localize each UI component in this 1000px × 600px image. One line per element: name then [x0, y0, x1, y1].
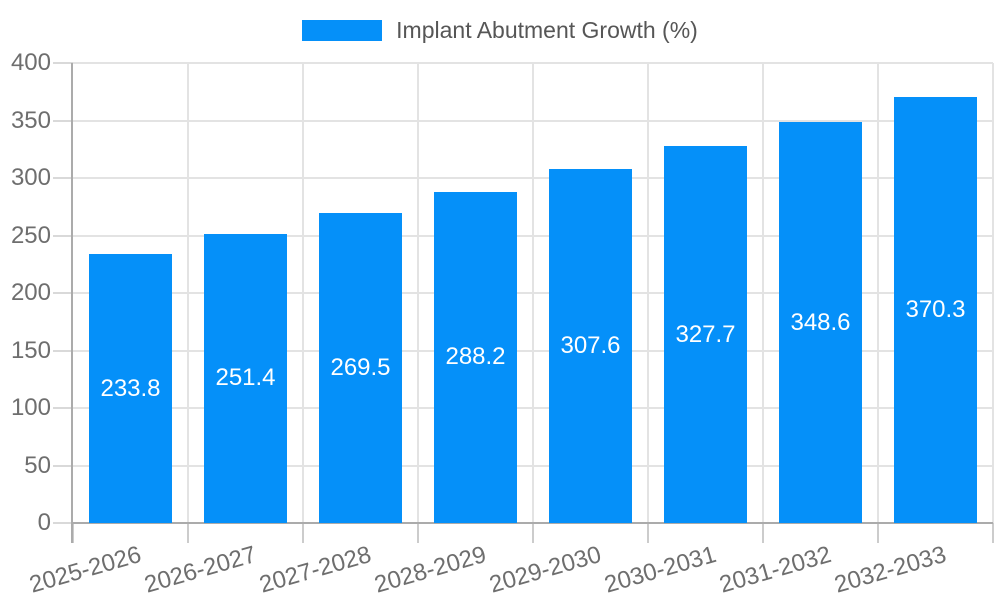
x-category-label: 2032-2033 — [831, 541, 949, 599]
bar[interactable]: 370.3 — [894, 97, 977, 523]
y-axis-tick — [53, 234, 73, 237]
x-axis-tick — [877, 523, 879, 543]
x-category-label: 2026-2027 — [141, 541, 259, 599]
x-axis-tick — [762, 523, 764, 543]
y-axis-tick — [53, 349, 73, 352]
x-axis-line — [71, 522, 993, 524]
x-axis-tick — [532, 523, 534, 543]
y-tick-label: 400 — [10, 49, 51, 76]
x-category-label: 2028-2029 — [371, 541, 489, 599]
legend: Implant Abutment Growth (%) — [0, 17, 1000, 44]
y-axis-tick — [53, 177, 73, 179]
x-category-label: 2030-2031 — [601, 541, 719, 599]
x-axis-tick — [72, 523, 74, 543]
y-tick-label: 0 — [37, 509, 51, 536]
y-tick-label: 300 — [10, 164, 51, 191]
gridline-vertical — [417, 63, 419, 523]
bar-value-label: 307.6 — [560, 332, 621, 360]
y-tick-label: 100 — [10, 394, 51, 421]
x-category-label: 2029-2030 — [486, 541, 604, 599]
legend-label: Implant Abutment Growth (%) — [396, 17, 698, 43]
gridline-vertical — [877, 63, 879, 523]
bar-value-label: 251.4 — [215, 364, 276, 392]
bar[interactable]: 348.6 — [779, 122, 862, 523]
gridline-vertical — [187, 63, 189, 523]
bar-value-label: 370.3 — [905, 296, 966, 324]
bar[interactable]: 288.2 — [434, 191, 517, 523]
x-axis-tick — [302, 523, 304, 543]
x-category-label: 2031-2032 — [716, 541, 834, 599]
y-axis-tick — [53, 522, 73, 524]
y-tick-label: 350 — [10, 106, 51, 134]
bar-value-label: 327.7 — [675, 320, 736, 348]
bar[interactable]: 251.4 — [204, 233, 287, 523]
legend-swatch — [302, 20, 383, 41]
gridline-vertical — [532, 63, 534, 523]
x-axis-tick — [647, 523, 649, 543]
bar[interactable]: 327.7 — [664, 146, 747, 523]
y-tick-label: 150 — [10, 336, 51, 364]
legend-item[interactable]: Implant Abutment Growth (%) — [302, 17, 698, 44]
y-tick-label: 200 — [10, 279, 51, 306]
bar-value-label: 269.5 — [330, 354, 391, 382]
bar[interactable]: 269.5 — [319, 213, 402, 523]
y-axis-tick — [53, 292, 73, 294]
y-axis-line — [71, 63, 73, 543]
y-axis-tick — [53, 119, 73, 122]
x-axis-tick — [992, 523, 994, 543]
bar[interactable]: 233.8 — [89, 254, 172, 523]
gridline-vertical — [762, 63, 764, 523]
bar-value-label: 348.6 — [790, 308, 851, 336]
gridline-vertical — [302, 63, 304, 523]
x-axis-tick — [187, 523, 189, 543]
y-axis-tick — [53, 464, 73, 467]
y-tick-label: 250 — [10, 221, 51, 249]
bar[interactable]: 307.6 — [549, 169, 632, 523]
gridline-vertical — [992, 63, 994, 523]
x-category-label: 2025-2026 — [26, 541, 144, 599]
plot-area: 0 50 100 150 200 250 300 350 400 233.8 251.4 269.5 2… — [11, 49, 994, 599]
gridline-vertical — [647, 63, 649, 523]
y-axis-tick — [53, 62, 73, 64]
y-axis-tick — [53, 407, 73, 409]
x-category-label: 2027-2028 — [256, 541, 374, 599]
bar-value-label: 233.8 — [100, 374, 161, 402]
y-tick-label: 50 — [24, 451, 51, 479]
bar-value-label: 288.2 — [445, 343, 506, 371]
x-axis-tick — [417, 523, 419, 543]
